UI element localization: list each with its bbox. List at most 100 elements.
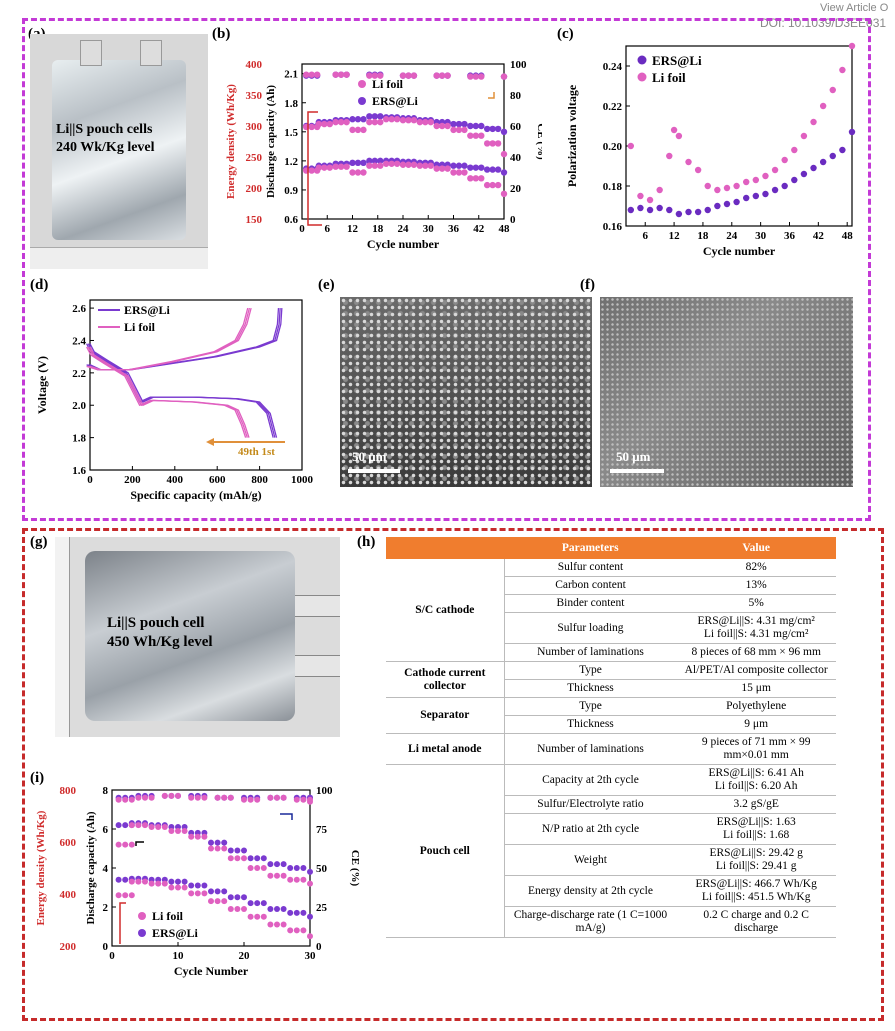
x-tick-label: 200 <box>124 474 141 486</box>
scale-label-f: 50 μm <box>616 449 651 464</box>
y2-tick-label: 50 <box>316 863 328 875</box>
data-point-lifoil <box>194 833 201 840</box>
data-point-lifoil <box>500 150 508 158</box>
data-point-ersli <box>280 861 287 868</box>
y-tick-label: 0 <box>103 941 109 953</box>
data-point-lifoil <box>410 116 418 124</box>
panel-h-label: (h) <box>357 534 376 550</box>
y2-axis-label: CE (%) <box>535 123 542 160</box>
data-point-ersli <box>455 162 463 169</box>
data-point-lifoil <box>694 166 702 174</box>
data-point-lifoil <box>293 876 300 883</box>
data-point-ersli <box>274 861 280 868</box>
data-point-ersli <box>800 170 808 178</box>
data-point-lifoil <box>388 116 395 123</box>
y-tick-label: 2.1 <box>284 69 298 81</box>
data-point-lifoil <box>221 794 228 801</box>
data-point-ersli <box>500 128 508 136</box>
data-point-lifoil <box>307 798 313 805</box>
data-point-lifoil <box>155 824 162 831</box>
legend-marker <box>637 55 647 65</box>
table-param-cell: Thickness <box>504 715 677 734</box>
data-point-lifoil <box>308 167 315 174</box>
data-point-lifoil <box>293 927 300 934</box>
data-point-lifoil <box>455 169 463 176</box>
data-point-ersli <box>704 206 711 214</box>
data-point-lifoil <box>188 794 195 801</box>
data-point-lifoil <box>483 181 491 189</box>
data-point-lifoil <box>148 880 155 887</box>
panel-a-caption-1: Li||S pouch cells <box>56 122 153 137</box>
data-point-ersli <box>307 913 313 920</box>
data-point-lifoil <box>438 165 446 172</box>
data-point-ersli <box>848 128 856 136</box>
data-point-lifoil <box>194 890 201 897</box>
table-value-cell: Al/PET/Al composite collector <box>676 661 836 680</box>
legend-label: Li foil <box>124 320 156 334</box>
data-point-ersli <box>810 164 817 172</box>
data-point-lifoil <box>366 118 373 126</box>
legend-marker <box>138 912 146 920</box>
data-point-lifoil <box>254 865 261 871</box>
data-point-lifoil <box>343 71 350 78</box>
data-point-lifoil <box>371 118 379 126</box>
data-point-lifoil <box>135 822 142 829</box>
data-point-lifoil <box>382 160 390 167</box>
data-point-ersli <box>483 125 491 133</box>
y2-tick-label: 25 <box>316 902 328 914</box>
data-point-lifoil <box>500 73 508 80</box>
y2-tick-label: 100 <box>316 785 333 797</box>
article-link[interactable]: View Article O <box>820 2 889 14</box>
data-point-ersli <box>829 152 836 160</box>
data-point-lifoil <box>349 169 356 176</box>
y2-tick-label: 20 <box>510 183 522 195</box>
x-tick-label: 0 <box>109 950 115 962</box>
panel-f-label: (f) <box>580 277 595 293</box>
data-point-lifoil <box>168 884 175 891</box>
data-point-lifoil <box>472 175 480 182</box>
data-point-lifoil <box>175 792 181 799</box>
data-point-ersli <box>260 855 267 862</box>
legend-marker <box>637 72 647 82</box>
data-point-lifoil <box>478 175 485 182</box>
data-point-lifoil <box>155 880 162 887</box>
data-point-lifoil <box>287 876 294 883</box>
legend-label: Li foil <box>652 70 686 85</box>
table-param-cell: Weight <box>504 844 677 876</box>
panel-e-label: (e) <box>318 277 335 293</box>
data-point-lifoil <box>260 865 267 871</box>
data-point-lifoil <box>810 118 817 126</box>
table-row: Binder content 5% <box>386 594 836 613</box>
data-point-ersli <box>293 909 300 916</box>
data-point-lifoil <box>472 132 480 139</box>
data-point-lifoil <box>267 872 274 879</box>
table-param-cell: Capacity at 2th cycle <box>504 764 677 796</box>
plot-frame <box>625 45 853 227</box>
y3-tick-label: 350 <box>246 90 263 102</box>
data-point-lifoil <box>332 163 339 170</box>
data-point-lifoil <box>321 164 328 171</box>
table-group-cell: Cathode current collector <box>386 661 505 698</box>
data-point-lifoil <box>241 855 247 862</box>
data-point-ersli <box>366 113 373 120</box>
x-tick-label: 6 <box>642 230 648 242</box>
chart-d: 0 200 400 600 800 1000 1.6 1.8 2.0 2.2 2.4 2.6 Speci… <box>35 299 314 502</box>
data-point-lifoil <box>781 156 788 164</box>
data-point-lifoil <box>188 890 195 897</box>
data-point-lifoil <box>115 841 122 848</box>
data-point-lifoil <box>161 880 168 887</box>
data-point-lifoil <box>128 878 135 885</box>
data-point-lifoil <box>332 71 339 78</box>
data-point-lifoil <box>675 132 683 140</box>
data-point-ersli <box>254 900 261 907</box>
x-tick-label: 30 <box>755 230 767 242</box>
data-point-lifoil <box>308 71 315 78</box>
y3-tick-label: 600 <box>60 837 77 849</box>
data-point-lifoil <box>489 140 496 147</box>
y-tick-label: 1.8 <box>72 433 86 445</box>
data-point-ersli <box>752 192 760 200</box>
data-point-lifoil <box>122 892 129 899</box>
panel-g-caption-1: Li||S pouch cell <box>107 615 205 631</box>
data-point-lifoil <box>300 796 307 803</box>
cycle-arrow-head <box>206 438 214 446</box>
